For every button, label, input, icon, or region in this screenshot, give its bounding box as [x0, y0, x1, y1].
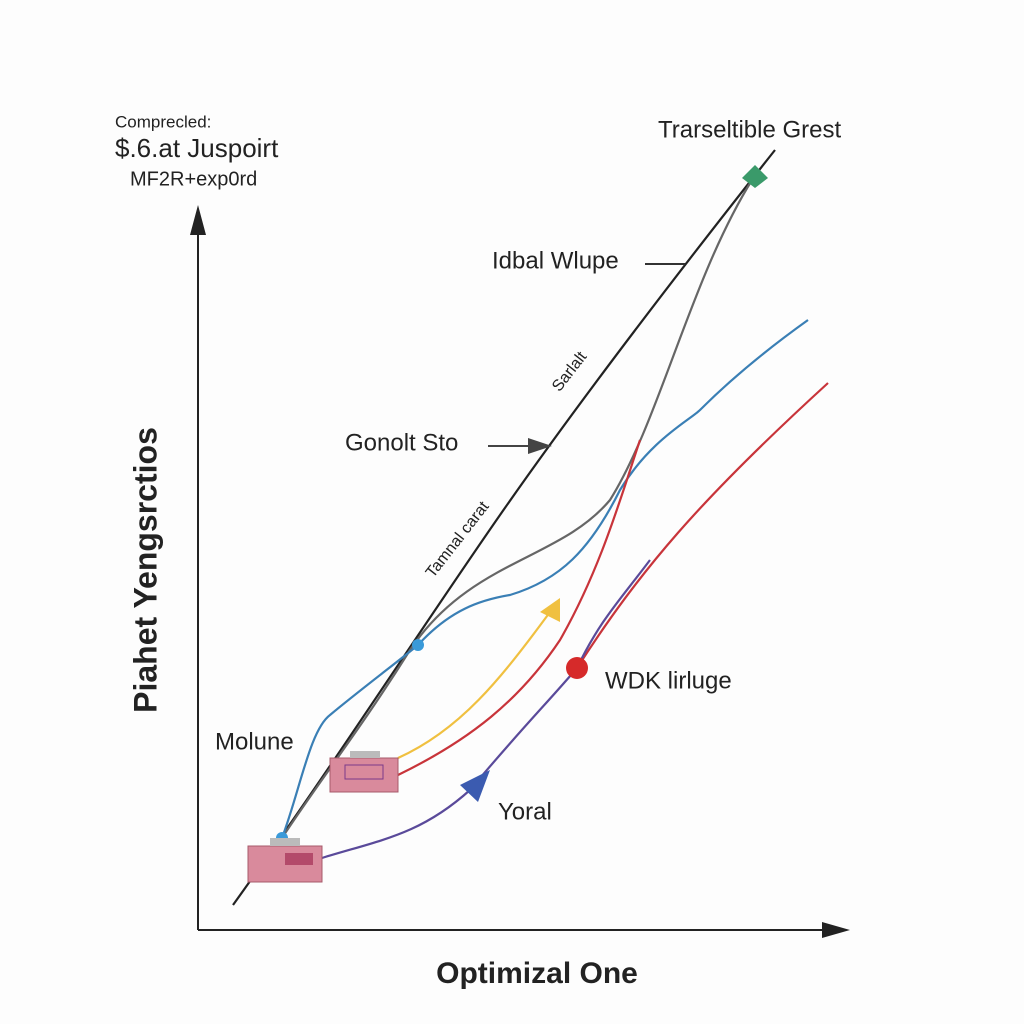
header-line: $.6.at Juspoirt	[115, 133, 279, 163]
header-line: MF2R+exp0rd	[130, 168, 257, 190]
device	[329, 751, 399, 793]
header-line: Comprecled:	[115, 112, 211, 131]
arrow	[540, 598, 560, 622]
point	[412, 639, 424, 651]
device-panel	[344, 764, 384, 780]
point	[566, 657, 588, 679]
device-top	[350, 751, 380, 758]
label: Gonolt Sto	[345, 429, 458, 456]
device-panel	[285, 853, 313, 865]
gem	[742, 165, 768, 188]
label: Idbal Wlupe	[492, 247, 619, 274]
device-body	[329, 757, 399, 793]
y-axis-label: Piahet Yengsrctios	[127, 427, 163, 713]
arrow	[528, 438, 552, 454]
label: WDK lirluge	[605, 667, 732, 694]
label: Molune	[215, 728, 294, 755]
device-top	[270, 838, 300, 846]
purple-line	[321, 559, 651, 860]
axis-arrow	[190, 205, 206, 235]
yellow-line	[397, 611, 551, 760]
label: Trarseltible Grest	[658, 116, 841, 143]
blue-line	[280, 319, 809, 839]
red-line	[397, 439, 642, 776]
arrow	[460, 770, 490, 802]
axis-arrow	[822, 922, 850, 938]
ideal-line	[232, 149, 776, 906]
gray-line	[281, 179, 753, 839]
red-line	[576, 382, 829, 669]
label: Yoral	[498, 798, 552, 825]
device	[247, 838, 323, 883]
x-axis-label: Optimizal One	[436, 957, 638, 990]
